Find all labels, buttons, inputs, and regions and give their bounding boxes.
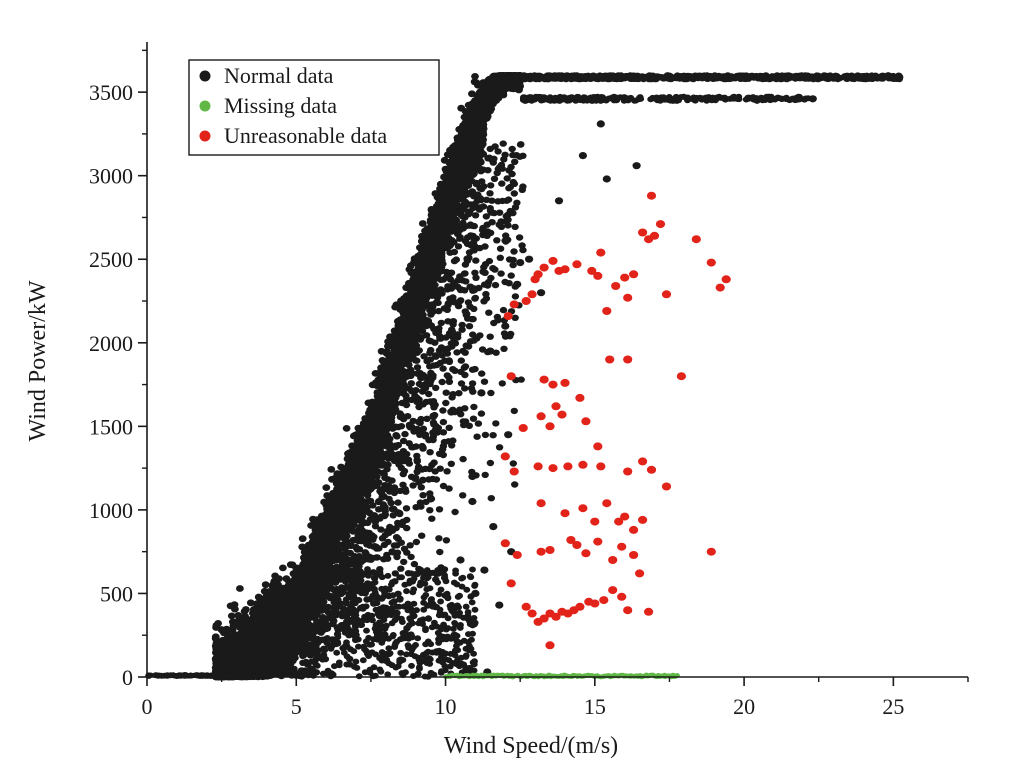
normal-data-point — [269, 580, 278, 588]
normal-data-point — [261, 581, 270, 589]
normal-data-point — [236, 585, 244, 592]
normal-data-point — [391, 303, 400, 311]
normal-data-point — [173, 673, 180, 679]
normal-data-point — [322, 484, 331, 491]
normal-data-point — [471, 73, 479, 80]
normal-data-point — [298, 535, 307, 543]
points-layer — [145, 72, 904, 681]
normal-data-point — [181, 672, 188, 678]
normal-data-point — [342, 425, 351, 432]
normal-data-point — [275, 575, 283, 583]
normal-data-point — [242, 606, 250, 613]
normal-data-point — [158, 673, 165, 679]
normal-data-point — [327, 466, 336, 473]
normal-data-point — [418, 220, 427, 227]
